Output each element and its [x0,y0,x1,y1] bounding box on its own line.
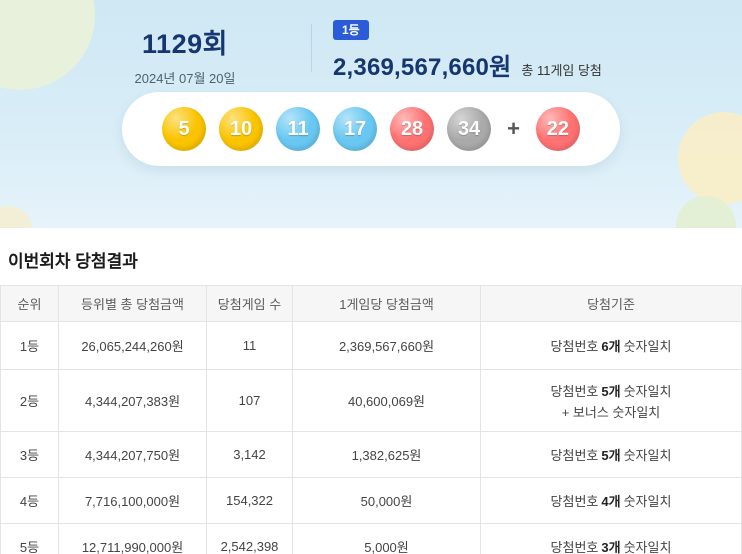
decorative-circle-yellow [678,112,742,204]
lotto-ball-3: 11 [276,107,321,151]
winning-numbers-pill: 5 10 11 17 28 34 + 22 [122,92,620,166]
table-row: 4등 7,716,100,000원 154,322 50,000원 당첨번호 4개… [0,477,742,524]
draw-banner: 1129회 2024년 07월 20일 1등 2,369,567,660원 총 1… [0,0,742,228]
total-prize-cell: 26,065,244,260원 [58,321,207,370]
decorative-circle-cream [0,206,32,228]
game-count-cell: 107 [206,369,293,432]
per-game-prize-cell: 2,369,567,660원 [292,321,481,370]
bonus-ball: 22 [535,107,580,151]
per-game-prize-cell: 1,382,625원 [292,431,481,478]
lotto-ball-5: 28 [390,107,435,151]
per-game-prize-cell: 5,000원 [292,523,481,554]
rank-badge: 1등 [333,20,369,41]
round-block: 1129회 2024년 07월 20일 [90,22,280,87]
game-count-cell: 2,542,398 [206,523,293,554]
results-table: 순위 등위별 총 당첨금액 당첨게임 수 1게임당 당첨금액 당첨기준 1등 2… [0,285,742,554]
decorative-circle-green [0,0,95,90]
rank-cell: 3등 [0,431,59,478]
prize-amount: 2,369,567,660원 [333,54,512,82]
header-rank: 순위 [0,285,59,322]
per-game-prize-cell: 50,000원 [292,477,481,524]
total-prize-cell: 12,711,990,000원 [58,523,207,554]
table-header-row: 순위 등위별 총 당첨금액 당첨게임 수 1게임당 당첨금액 당첨기준 [0,285,742,322]
lotto-ball-4: 17 [333,107,378,151]
table-row: 2등 4,344,207,383원 107 40,600,069원 당첨번호 5개… [0,369,742,432]
game-count-cell: 154,322 [206,477,293,524]
header-per-game-prize: 1게임당 당첨금액 [292,285,481,322]
header-game-count: 당첨게임 수 [206,285,293,322]
criteria-cell: 당첨번호 5개 숫자일치 + 보너스 숫자일치 [480,369,742,432]
prize-line: 2,369,567,660원 총 11게임 당첨 [333,47,602,82]
first-prize-block: 1등 2,369,567,660원 총 11게임 당첨 [333,20,602,82]
criteria-cell: 당첨번호 4개 숫자일치 [480,477,742,524]
table-row: 5등 12,711,990,000원 2,542,398 5,000원 당첨번호… [0,523,742,554]
lotto-ball-1: 5 [162,107,207,151]
total-prize-cell: 4,344,207,750원 [58,431,207,478]
criteria-cell: 당첨번호 3개 숫자일치 [480,523,742,554]
header-criteria: 당첨기준 [480,285,742,322]
header-total-prize: 등위별 총 당첨금액 [58,285,207,322]
rank-cell: 1등 [0,321,59,370]
criteria-cell: 당첨번호 6개 숫자일치 [480,321,742,370]
results-title: 이번회차 당첨결과 [8,252,138,271]
results-section: 이번회차 당첨결과 순위 등위별 총 당첨금액 당첨게임 수 1게임당 당첨금액… [0,247,742,554]
total-prize-cell: 7,716,100,000원 [58,477,207,524]
total-prize-cell: 4,344,207,383원 [58,369,207,432]
game-count-cell: 3,142 [206,431,293,478]
lotto-ball-2: 10 [219,107,264,151]
winner-count-note: 총 11게임 당첨 [521,63,602,79]
vertical-divider [311,24,312,72]
draw-date: 2024년 07월 20일 [134,71,236,86]
plus-sign: + [507,116,520,141]
per-game-prize-cell: 40,600,069원 [292,369,481,432]
rank-cell: 5등 [0,523,59,554]
table-row: 1등 26,065,244,260원 11 2,369,567,660원 당첨번… [0,321,742,370]
round-number: 1129회 [142,29,228,59]
rank-cell: 4등 [0,477,59,524]
table-row: 3등 4,344,207,750원 3,142 1,382,625원 당첨번호 5… [0,431,742,478]
criteria-cell: 당첨번호 5개 숫자일치 [480,431,742,478]
rank-cell: 2등 [0,369,59,432]
game-count-cell: 11 [206,321,293,370]
lotto-ball-6: 34 [447,107,492,151]
